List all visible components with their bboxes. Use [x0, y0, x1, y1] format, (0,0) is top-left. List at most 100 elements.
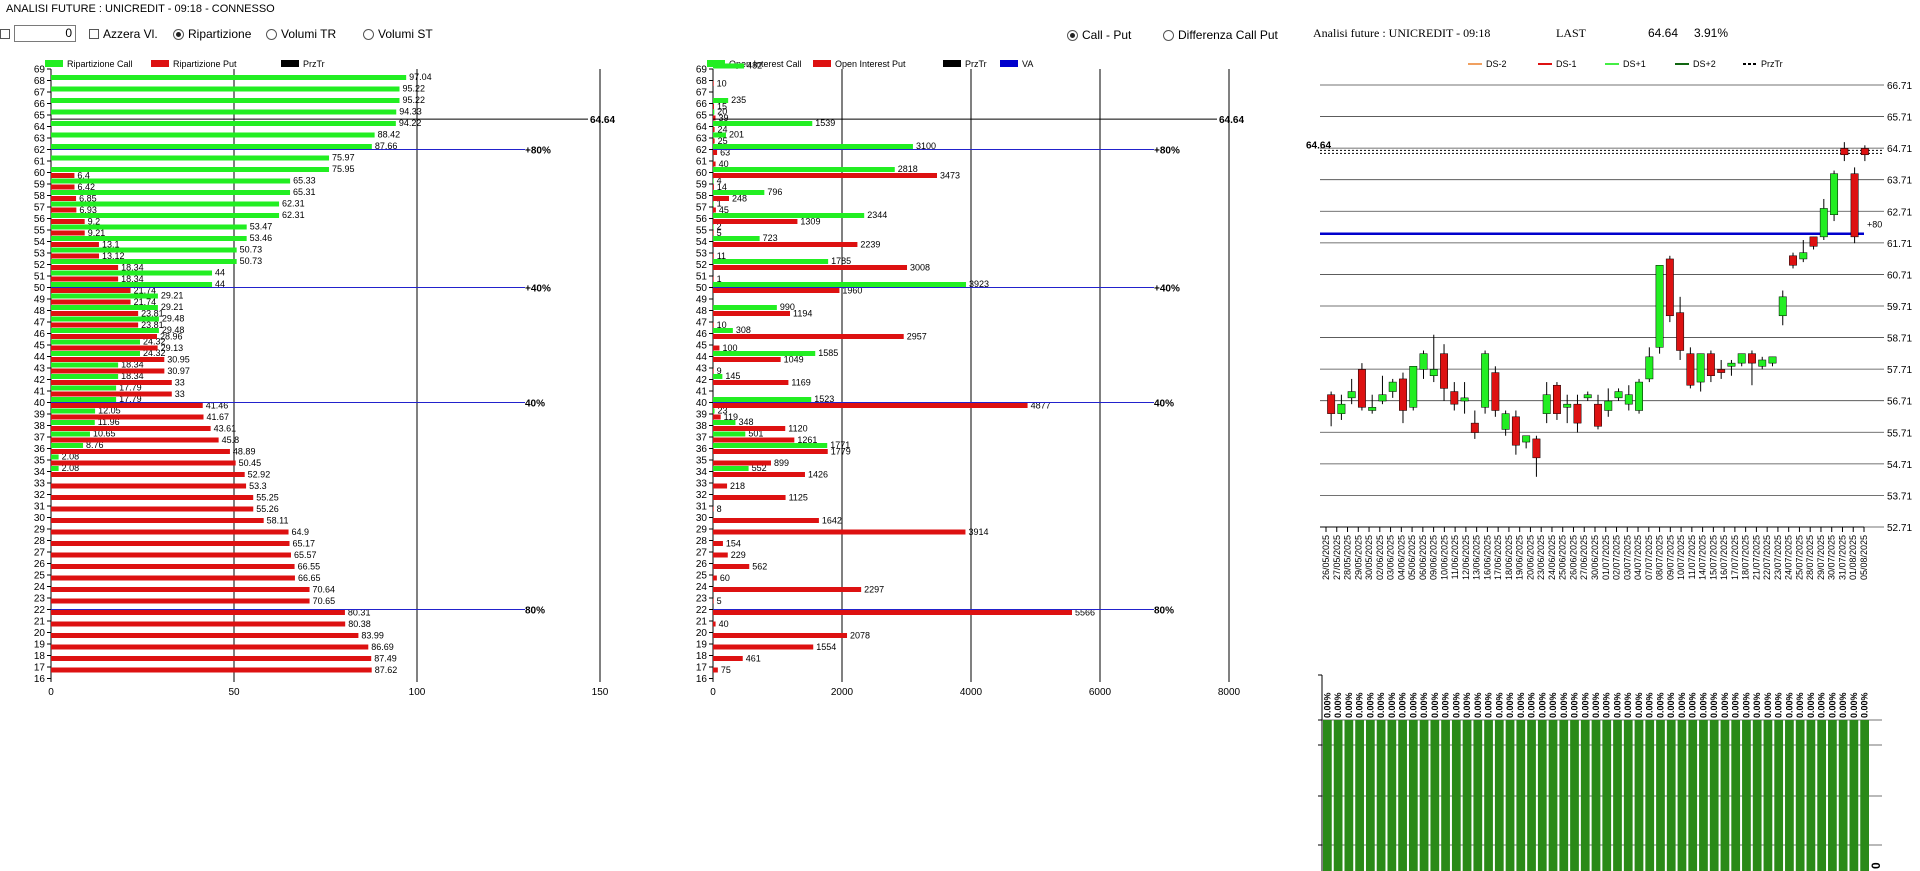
put-value-label: 66.65: [298, 573, 321, 583]
value-input[interactable]: 0: [14, 25, 76, 42]
strike-label: 35: [34, 456, 46, 467]
put-bar: [713, 414, 721, 420]
call-value-label: 723: [763, 233, 778, 243]
put-bar: [713, 345, 720, 351]
call-bar: [713, 466, 749, 471]
percent-label: 0.00%: [1752, 692, 1762, 718]
y-tick-label: 61.71: [1887, 239, 1912, 250]
date-label: 30/05/2025: [1364, 535, 1374, 580]
reset-checkbox[interactable]: Azzera Vl.: [89, 27, 158, 41]
radio-call-put-dot[interactable]: [1067, 29, 1078, 41]
reset-checkbox-box[interactable]: [89, 29, 99, 39]
strike-label: 62: [34, 145, 46, 156]
put-bar: [51, 357, 165, 362]
call-value-label: 501: [748, 429, 763, 439]
date-label: 14/07/2025: [1698, 535, 1708, 580]
candle-body: [1655, 265, 1664, 348]
percent-label: 0.00%: [1763, 692, 1773, 718]
put-bar: [51, 552, 291, 558]
put-value-label: 5566: [1075, 608, 1095, 618]
radio-ripartizione-label: Ripartizione: [188, 27, 252, 41]
put-value-label: 3008: [910, 263, 930, 273]
legend-swatch: [281, 60, 299, 67]
put-value-label: 8: [717, 504, 722, 514]
strike-label: 65: [34, 111, 46, 122]
put-value-label: 9.21: [88, 228, 106, 238]
left-checkbox[interactable]: [0, 28, 10, 39]
put-value-label: 229: [731, 550, 746, 560]
call-value-label: 20: [717, 107, 727, 117]
percent-label: 0.00%: [1441, 692, 1451, 718]
radio-volumi-st-dot[interactable]: [363, 28, 374, 40]
put-value-label: 41.46: [206, 401, 229, 411]
put-value-label: 562: [752, 562, 767, 572]
call-value-label: 17.79: [119, 394, 142, 404]
put-value-label: 14: [717, 182, 727, 192]
radio-diff-call-put[interactable]: Differenza Call Put: [1163, 28, 1278, 42]
strike-label: 39: [696, 410, 708, 421]
percent-bar: [1441, 720, 1450, 871]
percent-bar: [1623, 720, 1633, 871]
call-value-label: 88.42: [378, 130, 401, 140]
radio-ripartizione-dot[interactable]: [173, 28, 184, 40]
radio-volumi-tr[interactable]: Volumi TR: [266, 27, 336, 41]
put-bar: [713, 322, 714, 328]
call-value-label: 50.73: [240, 256, 263, 266]
analysis-title: Analisi future : UNICREDIT - 09:18: [1313, 26, 1491, 40]
call-bar: [713, 236, 760, 241]
radio-volumi-tr-dot[interactable]: [266, 28, 277, 40]
level-label: +80%: [525, 146, 551, 157]
call-value-label: 44: [215, 268, 225, 278]
date-label: 01/07/2025: [1601, 535, 1611, 580]
call-value-label: 1: [717, 199, 722, 209]
radio-call-put[interactable]: Call - Put: [1067, 28, 1131, 42]
date-label: 11/07/2025: [1687, 535, 1697, 579]
call-bar: [713, 408, 715, 414]
percent-bar: [1462, 720, 1472, 871]
percent-bar: [1537, 720, 1547, 871]
put-value-label: 87.62: [375, 665, 398, 675]
strike-label: 18: [34, 651, 46, 662]
strike-label: 44: [696, 352, 708, 363]
date-label: 05/08/2025: [1859, 535, 1869, 580]
candle-body: [1357, 369, 1366, 408]
percent-label: 0.00%: [1741, 692, 1751, 718]
call-value-label: 348: [738, 417, 753, 427]
strike-label: 43: [696, 364, 708, 375]
radio-diff-call-put-dot[interactable]: [1163, 29, 1174, 41]
put-bar: [713, 529, 966, 535]
put-value-label: 10: [717, 79, 727, 89]
radio-volumi-st[interactable]: Volumi ST: [363, 27, 433, 41]
call-bar: [51, 431, 90, 437]
call-bar: [51, 316, 159, 322]
put-value-label: 55.25: [256, 493, 279, 503]
put-bar: [713, 506, 714, 512]
percent-bar: [1419, 720, 1429, 871]
put-value-label: 24: [718, 125, 728, 135]
x-tick-label: 2000: [831, 687, 854, 698]
put-bar: [51, 414, 204, 420]
put-bar: [51, 587, 310, 592]
put-value-label: 41.67: [207, 412, 230, 422]
call-value-label: 94.22: [399, 118, 422, 128]
percent-bar: [1785, 720, 1794, 871]
put-bar: [713, 575, 717, 581]
put-bar: [51, 575, 295, 581]
percent-label: 0.00%: [1570, 692, 1580, 718]
candle-body: [1604, 400, 1613, 411]
put-bar: [51, 391, 172, 397]
put-value-label: 86.69: [371, 642, 394, 652]
strike-label: 30: [696, 513, 708, 524]
put-bar: [713, 150, 718, 155]
strike-label: 36: [34, 444, 46, 455]
call-bar: [51, 397, 117, 402]
call-value-label: 23: [717, 406, 727, 416]
put-value-label: 48.89: [233, 447, 256, 457]
strike-label: 16: [34, 674, 46, 685]
candle-body: [1594, 403, 1602, 427]
put-value-label: 65.57: [294, 550, 317, 560]
radio-ripartizione[interactable]: Ripartizione: [173, 27, 251, 41]
percent-bar: [1559, 720, 1569, 871]
put-bar: [51, 380, 172, 385]
percent-label: 0.00%: [1548, 692, 1558, 718]
